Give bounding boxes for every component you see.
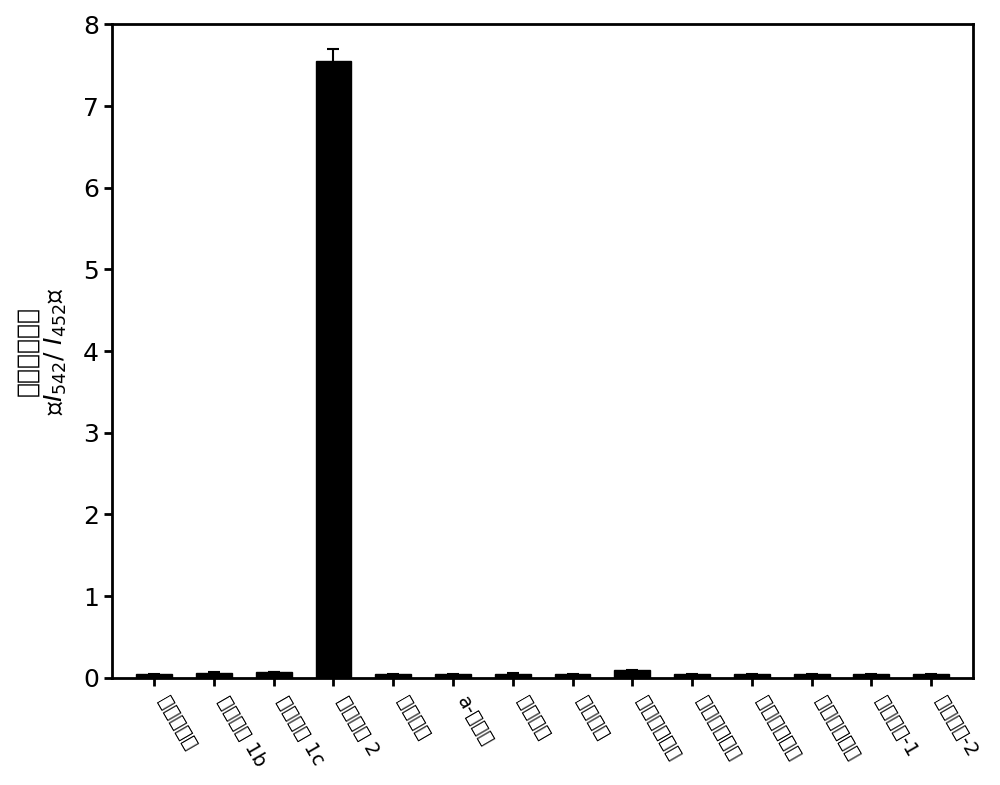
Bar: [853, 674, 889, 677]
Bar: [316, 61, 351, 677]
Bar: [435, 674, 471, 677]
Bar: [495, 674, 531, 677]
Bar: [913, 674, 949, 677]
Bar: [256, 672, 292, 677]
Bar: [794, 674, 830, 677]
Bar: [196, 673, 232, 677]
Bar: [734, 674, 770, 677]
Bar: [136, 674, 172, 677]
Y-axis label: 荧光强度比值
（$I_{542}$/ $I_{452}$）: 荧光强度比值 （$I_{542}$/ $I_{452}$）: [15, 287, 69, 414]
Bar: [614, 670, 650, 677]
Bar: [555, 674, 590, 677]
Bar: [375, 674, 411, 677]
Bar: [674, 674, 710, 677]
